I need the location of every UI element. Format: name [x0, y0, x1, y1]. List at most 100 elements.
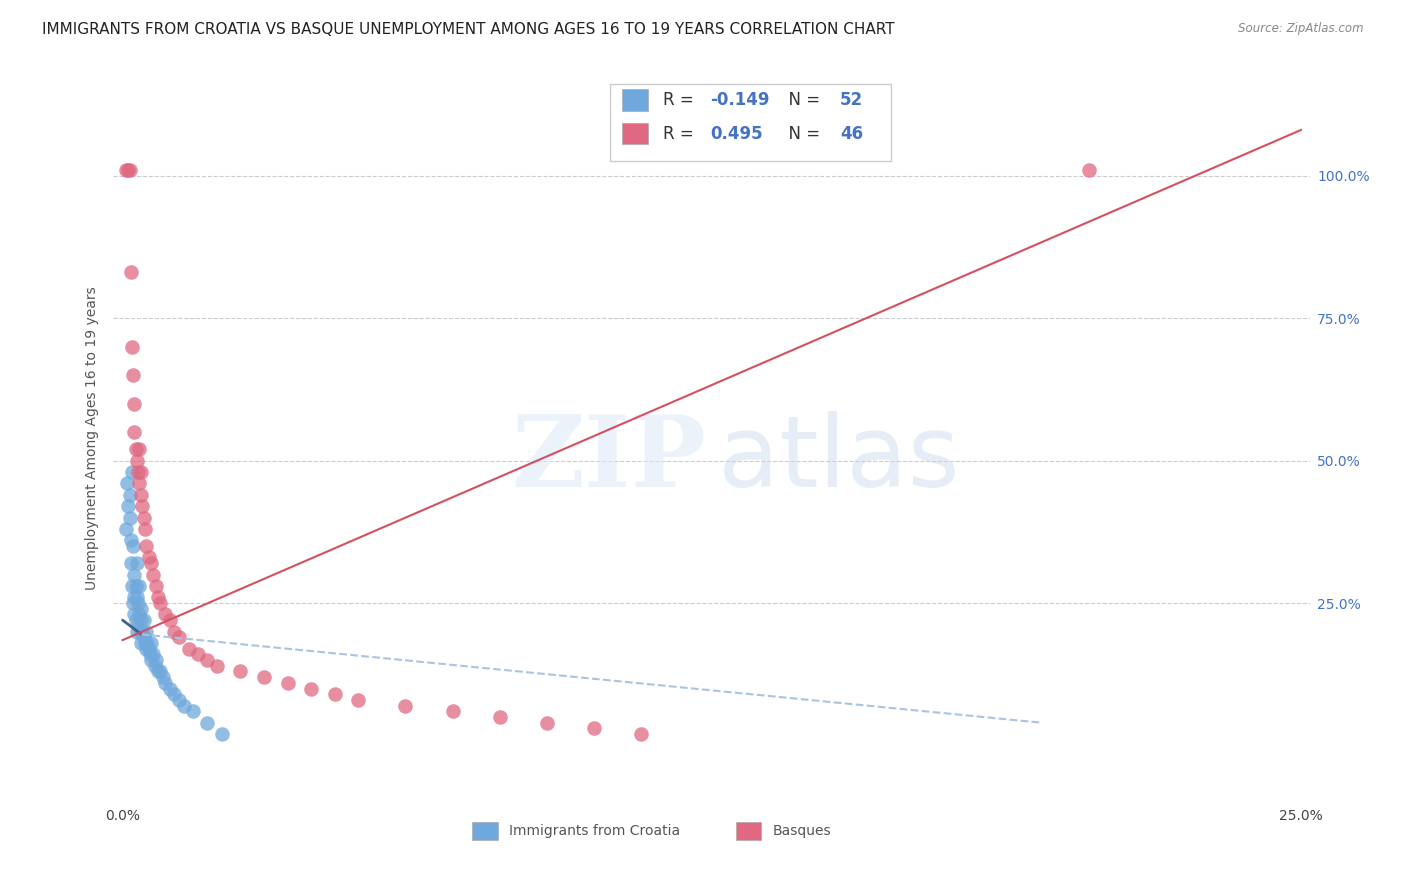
- Point: [630, 727, 652, 741]
- Point: [299, 681, 322, 696]
- Text: N =: N =: [778, 91, 825, 109]
- Point: [125, 591, 148, 605]
- Point: [146, 665, 169, 679]
- Point: [149, 596, 172, 610]
- Point: [122, 596, 145, 610]
- Point: [134, 522, 156, 536]
- Point: [136, 636, 159, 650]
- Point: [115, 162, 138, 177]
- Point: [139, 648, 162, 662]
- Point: [173, 698, 195, 713]
- Point: [211, 727, 233, 741]
- Point: [138, 641, 160, 656]
- Text: N =: N =: [778, 125, 825, 143]
- Point: [131, 624, 153, 639]
- Point: [142, 648, 165, 662]
- Point: [117, 162, 139, 177]
- Point: [131, 488, 153, 502]
- Point: [1077, 162, 1099, 177]
- Point: [121, 579, 143, 593]
- Point: [120, 265, 142, 279]
- Point: [149, 665, 172, 679]
- Point: [125, 453, 148, 467]
- Point: [134, 636, 156, 650]
- Point: [128, 442, 150, 457]
- Point: [139, 636, 162, 650]
- Point: [277, 676, 299, 690]
- Text: R =: R =: [662, 91, 699, 109]
- Point: [181, 704, 204, 718]
- Point: [118, 488, 141, 502]
- Text: R =: R =: [662, 125, 699, 143]
- Text: Source: ZipAtlas.com: Source: ZipAtlas.com: [1239, 22, 1364, 36]
- Point: [131, 499, 153, 513]
- Point: [167, 693, 190, 707]
- Point: [124, 591, 146, 605]
- Point: [131, 613, 153, 627]
- Point: [143, 658, 166, 673]
- Point: [145, 579, 167, 593]
- Point: [441, 704, 464, 718]
- Point: [253, 670, 276, 684]
- Point: [120, 533, 142, 548]
- FancyBboxPatch shape: [621, 89, 648, 111]
- Point: [146, 591, 169, 605]
- Text: IMMIGRANTS FROM CROATIA VS BASQUE UNEMPLOYMENT AMONG AGES 16 TO 19 YEARS CORRELA: IMMIGRANTS FROM CROATIA VS BASQUE UNEMPL…: [42, 22, 894, 37]
- Point: [121, 340, 143, 354]
- Point: [132, 630, 155, 644]
- Point: [582, 722, 605, 736]
- Text: ZIP: ZIP: [510, 411, 706, 508]
- Point: [197, 653, 219, 667]
- Point: [132, 510, 155, 524]
- Text: 0.495: 0.495: [710, 125, 763, 143]
- Point: [142, 567, 165, 582]
- Point: [139, 556, 162, 570]
- Point: [124, 425, 146, 439]
- Point: [536, 715, 558, 730]
- Point: [139, 653, 162, 667]
- Point: [120, 556, 142, 570]
- Point: [124, 607, 146, 622]
- Point: [135, 641, 157, 656]
- Point: [323, 687, 346, 701]
- Point: [115, 522, 138, 536]
- Point: [118, 510, 141, 524]
- FancyBboxPatch shape: [621, 122, 648, 145]
- Text: Immigrants from Croatia: Immigrants from Croatia: [509, 824, 681, 838]
- Point: [205, 658, 228, 673]
- Point: [229, 665, 252, 679]
- Point: [152, 670, 174, 684]
- Text: 46: 46: [839, 125, 863, 143]
- Point: [125, 442, 148, 457]
- Point: [132, 613, 155, 627]
- Point: [131, 636, 153, 650]
- Point: [117, 499, 139, 513]
- Y-axis label: Unemployment Among Ages 16 to 19 years: Unemployment Among Ages 16 to 19 years: [86, 285, 100, 590]
- Point: [197, 715, 219, 730]
- Point: [167, 630, 190, 644]
- Point: [124, 396, 146, 410]
- Point: [125, 624, 148, 639]
- Point: [135, 539, 157, 553]
- Point: [488, 710, 510, 724]
- Point: [187, 648, 209, 662]
- Point: [153, 607, 176, 622]
- Point: [124, 567, 146, 582]
- Point: [135, 624, 157, 639]
- Point: [122, 368, 145, 382]
- Point: [128, 607, 150, 622]
- Point: [163, 687, 186, 701]
- Point: [127, 619, 149, 633]
- Point: [145, 653, 167, 667]
- Point: [127, 465, 149, 479]
- Text: Basques: Basques: [772, 824, 831, 838]
- Point: [127, 596, 149, 610]
- Point: [177, 641, 200, 656]
- Point: [394, 698, 416, 713]
- Point: [121, 465, 143, 479]
- Point: [118, 162, 141, 177]
- Text: atlas: atlas: [717, 411, 959, 508]
- Point: [128, 476, 150, 491]
- Point: [128, 579, 150, 593]
- Point: [125, 579, 148, 593]
